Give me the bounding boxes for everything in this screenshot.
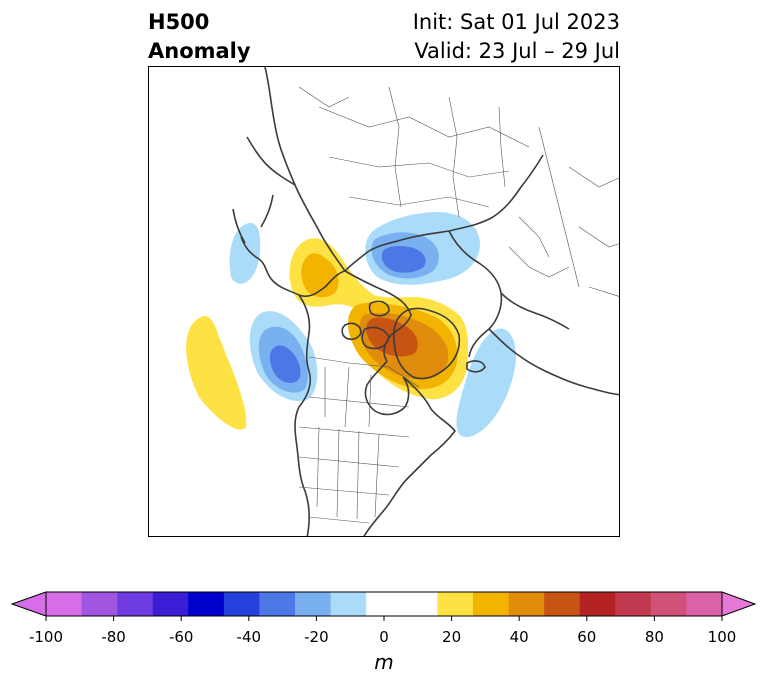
colorbar-swatch (508, 592, 545, 616)
colorbar-swatches (45, 591, 723, 617)
colorbar-swatch (579, 592, 616, 616)
title-variable: H500 (148, 10, 210, 34)
colorbar-tick-label: 20 (442, 628, 461, 646)
title-field: Anomaly (148, 39, 251, 63)
colorbar-tick-label: -40 (237, 628, 262, 646)
colorbar-min-arrow (10, 591, 47, 617)
colorbar-swatch (650, 592, 687, 616)
anomaly-kara-trough-core (381, 246, 426, 273)
colorbar-swatch (295, 592, 331, 616)
colorbar-swatch (259, 592, 296, 616)
colorbar-swatch (544, 592, 580, 616)
anomaly-canada-ridge-20 (301, 253, 339, 298)
colorbar-swatch (401, 592, 438, 616)
colorbar: -100 -80 -60 -40 -20 0 20 40 60 80 100 m (10, 591, 757, 674)
colorbar-tick-label: 0 (379, 628, 389, 646)
init-date: Init: Sat 01 Jul 2023 (412, 10, 620, 34)
colorbar-unit: m (374, 650, 393, 674)
anomaly-atlantic-trough (456, 328, 517, 438)
colorbar-swatch (223, 592, 260, 616)
map-panel[interactable] (148, 66, 620, 537)
colorbar-tick-label: 100 (708, 628, 737, 646)
colorbar-swatch (366, 592, 403, 616)
colorbar-tick-label: 40 (510, 628, 529, 646)
colorbar-swatch (686, 592, 723, 616)
colorbar-tick-label: -80 (101, 628, 126, 646)
anomaly-pacific-positive (186, 315, 247, 430)
anomaly-greenland-ridge-40 (366, 317, 418, 357)
map-dates: Init: Sat 01 Jul 2023 Valid: 23 Jul – 29… (413, 8, 620, 66)
colorbar-swatch (472, 592, 509, 616)
colorbar-swatch (615, 592, 652, 616)
colorbar-swatch (188, 592, 225, 616)
colorbar-tick-label: 60 (577, 628, 596, 646)
anomaly-shading (186, 212, 517, 438)
colorbar-tick-label: -20 (304, 628, 329, 646)
coastlines (232, 67, 619, 536)
colorbar-swatch (81, 592, 118, 616)
colorbar-swatch (152, 592, 189, 616)
colorbar-tick-label: -60 (169, 628, 194, 646)
colorbar-max-arrow (721, 591, 757, 617)
anomaly-west-pacific-negative (229, 222, 261, 284)
colorbar-tick-label: 80 (645, 628, 664, 646)
political-borders (298, 86, 619, 524)
colorbar-swatch (437, 592, 474, 616)
anomaly-alaska-trough-core (269, 345, 301, 383)
colorbar-swatch (46, 592, 82, 616)
valid-range: Valid: 23 Jul – 29 Jul (414, 39, 620, 63)
colorbar-swatch (330, 592, 367, 616)
map-title: H500 Anomaly (148, 8, 251, 66)
anomaly-map (186, 67, 619, 536)
colorbar-swatch (117, 592, 154, 616)
colorbar-tick-label: -100 (29, 628, 63, 646)
colorbar-ticks: -100 -80 -60 -40 -20 0 20 40 60 80 100 (29, 616, 736, 646)
